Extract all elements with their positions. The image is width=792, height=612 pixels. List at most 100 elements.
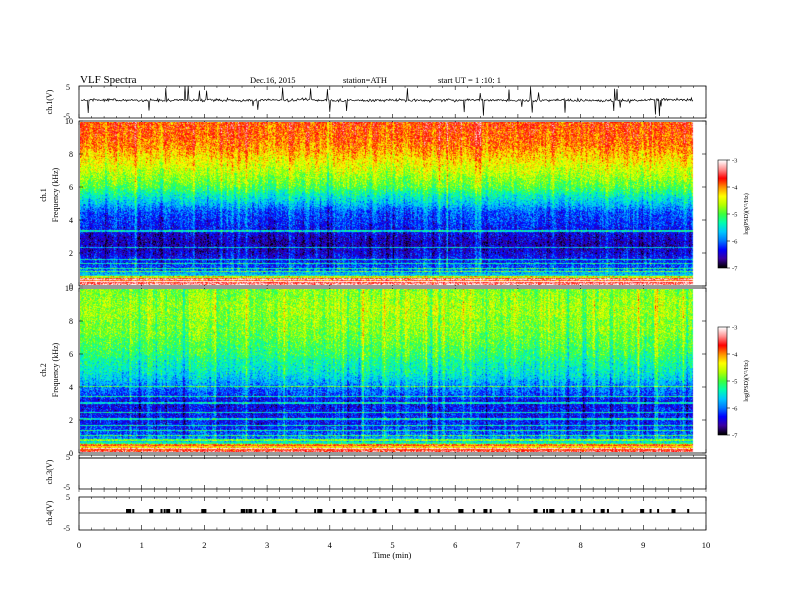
ch4-pulse	[353, 509, 356, 513]
ch4-pulse	[163, 509, 166, 513]
time-tick-label: 3	[265, 540, 269, 550]
ch4-pulse	[580, 509, 583, 513]
ch4-pulse	[262, 509, 265, 513]
ch4-pulse	[272, 509, 277, 513]
ch4-pulse	[472, 509, 475, 513]
ch4-pulse	[549, 509, 554, 513]
time-tick-label: 7	[516, 540, 520, 550]
ch2-colorbar: -3 -4 -5 -6 -7 log(PSD)(V²/Hz)	[717, 325, 750, 440]
ch4-pulse	[362, 509, 365, 513]
ch4-pulse	[621, 509, 624, 513]
ch4-pulse	[372, 509, 377, 513]
ch4-pulse	[129, 509, 132, 513]
time-tick-label: 6	[453, 540, 457, 550]
ch1-waveform-frame	[78, 85, 707, 119]
ch4-pulse	[248, 509, 253, 513]
ch4-pulse	[428, 509, 431, 513]
ch3-ytick-bottom: -5	[63, 483, 70, 492]
frequency-tick-label: 4	[69, 216, 73, 225]
time-tick-label: 9	[641, 540, 645, 550]
ch4-pulse	[508, 509, 511, 513]
time-tick-label: 5	[390, 540, 394, 550]
station-label: station=ATH	[343, 75, 387, 85]
ch1-spectrogram-frame	[78, 120, 707, 287]
ch4-pulse	[166, 509, 171, 513]
ch4-pulse	[245, 509, 248, 513]
ch4-pulse	[384, 509, 387, 513]
ch1-waveform-trace	[80, 85, 694, 117]
ch4-pulse	[223, 509, 226, 513]
frequency-tick-label: 10	[65, 284, 73, 293]
colorbar-gradient	[718, 160, 727, 268]
ch4-pulse	[126, 509, 131, 513]
ch4-pulse	[320, 509, 323, 513]
frequency-tick-label: 0	[69, 449, 73, 458]
ch4-pulse	[542, 509, 545, 513]
colorbar-label: log(PSD)(V²/Hz)	[743, 360, 750, 401]
frequency-tick-label: 10	[65, 117, 73, 126]
ch4-pulse	[414, 509, 419, 513]
ch4-pulse	[201, 509, 206, 513]
ch1-ytick-bottom: -5	[63, 112, 70, 121]
ch4-pulse	[458, 509, 463, 513]
ch2-channel-label: ch.2	[39, 363, 48, 377]
ch1-colorbar: -3 -4 -5 -6 -7 log(PSD)(V²/Hz)	[717, 158, 750, 273]
colorbar-tick-label: -3	[732, 158, 737, 165]
ch4-pulse	[483, 509, 488, 513]
ch4-pulse	[176, 509, 179, 513]
colorbar-tick-label: -7	[732, 433, 738, 440]
ch4-pulse	[204, 509, 207, 513]
ch1-frequency-ylabel: Frequency (kHz)	[51, 167, 60, 222]
ch4-pulse	[640, 509, 645, 513]
ch4-pulse	[552, 509, 555, 513]
ch4-pulse	[546, 509, 549, 513]
ch1-waveform-path	[80, 85, 694, 117]
ch2-frequency-ylabel: Frequency (kHz)	[51, 342, 60, 397]
colorbar-tick-label: -5	[732, 212, 737, 219]
time-tick-label: 4	[328, 540, 333, 550]
ch4-pulse	[243, 509, 246, 513]
ch4-pulse-train	[126, 509, 690, 513]
frequency-tick-label: 8	[69, 150, 73, 159]
frequency-tick-label: 4	[69, 383, 73, 392]
colorbar-tick-label: -6	[732, 406, 738, 413]
ch1-waveform-ylabel: ch.1(V)	[45, 89, 54, 114]
colorbar-tick-label: -7	[732, 266, 738, 273]
ch4-pulse	[671, 509, 676, 513]
ch1-waveform-panel: 5 -5 ch.1(V)	[45, 83, 707, 121]
ch4-pulse	[437, 509, 440, 513]
colorbar-tick-label: -4	[732, 185, 738, 192]
ch4-pulse	[342, 509, 347, 513]
time-tick-label: 1	[140, 540, 144, 550]
ch4-pulse	[593, 509, 596, 513]
ch4-pulse	[317, 509, 322, 513]
ch4-pulse	[606, 509, 609, 513]
ch1-channel-label: ch.1	[39, 188, 48, 202]
ch4-ytick-bottom: -5	[63, 524, 70, 533]
ch4-pulse	[561, 509, 564, 513]
ch4-pulse	[461, 509, 464, 513]
colorbar-tick-label: -3	[732, 325, 737, 332]
colorbar-gradient	[718, 327, 727, 435]
ch1-spectrogram-image	[80, 122, 705, 285]
time-axis-ticks: 0 1 2 3 4 5 6 7 8 9 10	[77, 525, 710, 550]
ch3-waveform-panel: 5 -5 ch.3(V)	[45, 453, 707, 492]
frequency-tick-label: 2	[69, 416, 73, 425]
ch2-spectrogram-frame	[78, 287, 707, 454]
frequency-tick-label: 6	[69, 183, 73, 192]
start-ut-label: start UT = 1 :10: 1	[438, 75, 501, 85]
frequency-tick-label: 6	[69, 350, 73, 359]
colorbar-tick-label: -4	[732, 352, 738, 359]
ch4-pulse	[254, 509, 257, 513]
ch4-pulse	[398, 509, 401, 513]
ch3-ytick-top: 5	[66, 453, 70, 462]
ch2-frequency-ticks: 0 2 4 6 8 10	[65, 284, 706, 458]
ch4-pulse	[160, 509, 163, 513]
time-tick-label: 0	[77, 540, 81, 550]
ch4-pulse	[489, 509, 492, 513]
ch4-pulse	[149, 509, 154, 513]
time-tick-label: 8	[578, 540, 582, 550]
colorbar-tick-label: -6	[732, 239, 738, 246]
ch4-pulse	[240, 509, 245, 513]
